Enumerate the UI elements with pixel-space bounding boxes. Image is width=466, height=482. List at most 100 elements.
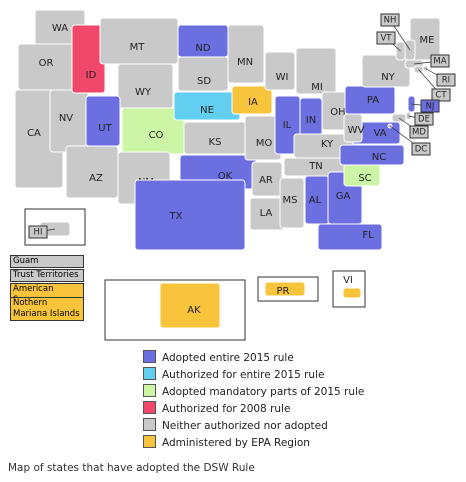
state-label: IN (306, 115, 316, 126)
state-label: LA (260, 208, 273, 219)
state-label: KY (321, 139, 334, 150)
state (264, 281, 306, 297)
vi-box (332, 270, 366, 308)
hi-box (24, 208, 86, 246)
state-label: OR (39, 58, 54, 69)
legend-swatch (143, 367, 156, 380)
legend-swatch (143, 401, 156, 414)
state-label: OK (218, 171, 233, 182)
state-label: CO (149, 130, 164, 141)
state (317, 223, 383, 251)
state (409, 17, 441, 61)
legend-swatch (143, 384, 156, 397)
legend-swatch (143, 350, 156, 363)
state (264, 51, 296, 91)
label-box (380, 13, 400, 27)
state (295, 47, 337, 95)
state-label: GA (336, 191, 351, 202)
label-box (431, 88, 451, 102)
state-label: NY (381, 72, 395, 83)
state-label: TX (169, 211, 183, 222)
state-label: CT (435, 91, 447, 101)
caption: Map of states that have adopted the DSW … (8, 462, 255, 474)
state-label: CA (27, 128, 41, 139)
legend-item: Adopted mandatory parts of 2015 rule (143, 384, 364, 398)
state (339, 144, 405, 166)
state-label: MS (283, 195, 298, 206)
legend-item: Authorized for entire 2015 rule (143, 367, 324, 381)
legend-label: Authorized for entire 2015 rule (162, 369, 325, 381)
state-label: ND (195, 43, 210, 54)
state-label: NH (384, 16, 397, 26)
state (342, 287, 362, 299)
state-label: AL (309, 195, 322, 206)
state-label: SD (197, 76, 211, 87)
state-label: NC (372, 152, 386, 163)
state-label: HI (34, 228, 43, 238)
state-label: WA (52, 23, 68, 34)
legend-label: Authorized for 2008 rule (162, 403, 291, 415)
state-label: KS (209, 137, 222, 148)
legend-label: Adopted mandatory parts of 2015 rule (162, 386, 365, 398)
state (159, 282, 221, 329)
legend-swatch (143, 435, 156, 448)
label-box (420, 99, 440, 113)
state-label: ME (420, 35, 435, 46)
label-box (409, 125, 429, 139)
ak-box (104, 279, 246, 341)
state-label: SC (358, 173, 371, 184)
state (65, 145, 119, 199)
state-label: PR (277, 286, 290, 297)
state-label: IL (283, 120, 292, 131)
state-label: NJ (426, 102, 435, 112)
state-label: AR (259, 175, 273, 186)
state-label: IA (248, 97, 258, 108)
state-label: VT (380, 34, 392, 44)
state-label: VA (373, 128, 386, 139)
state-label: OH (330, 107, 345, 118)
state (134, 179, 246, 251)
state-label: WY (135, 87, 152, 98)
legend-item: Authorized for 2008 rule (143, 401, 290, 415)
state-label: NV (59, 113, 73, 124)
state-label: WI (276, 72, 289, 83)
state-label: UT (98, 123, 112, 134)
state-label: MT (130, 42, 146, 53)
state-label: MO (256, 138, 273, 149)
map: WAORCANVIDMTWYUTCOAZNMNDSDNEKSOKTXMNIAMO… (14, 9, 456, 341)
label-box (411, 142, 431, 156)
state-label: MN (237, 57, 253, 68)
territory-label: Nothern Mariana Islands (10, 297, 84, 321)
state-label: TN (308, 161, 323, 172)
label-box (376, 31, 396, 45)
state-label: NE (200, 105, 214, 116)
state-label: MD (412, 128, 426, 138)
legend-item: Adopted entire 2015 rule (143, 350, 294, 364)
label-box (430, 54, 450, 68)
state-label: DE (418, 115, 430, 125)
legend-label: Administered by EPA Region (162, 437, 310, 449)
state (117, 63, 174, 109)
legend-swatch (143, 418, 156, 431)
state (227, 24, 265, 84)
state-label: MA (433, 57, 446, 67)
state-label: RI (442, 76, 450, 86)
state-label: DC (415, 145, 428, 155)
label-box (436, 73, 456, 87)
label-box (414, 112, 434, 126)
state (99, 17, 179, 65)
pr-box (257, 276, 319, 302)
state-label: AZ (89, 173, 103, 184)
state (279, 177, 305, 229)
state (231, 85, 273, 115)
legend-label: Neither authorized nor adopted (162, 420, 328, 432)
legend-item: Neither authorized nor adopted (143, 418, 328, 432)
territory-label: Trust Territories (10, 269, 84, 282)
legend-label: Adopted entire 2015 rule (162, 352, 294, 364)
state-label: VI (343, 275, 353, 286)
state-label: ID (86, 70, 97, 81)
legend-item: Administered by EPA Region (143, 435, 310, 449)
state-label: FL (362, 230, 374, 241)
state-label: AK (187, 305, 201, 316)
